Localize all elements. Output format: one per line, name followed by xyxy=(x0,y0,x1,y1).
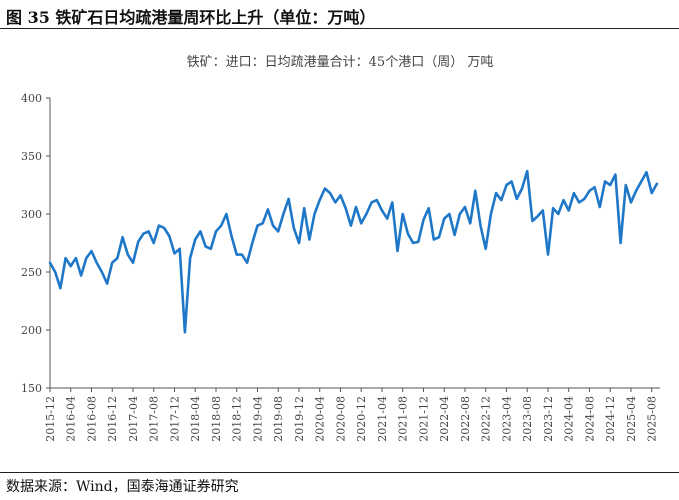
axes xyxy=(49,98,660,389)
x-tick-label: 2017-04 xyxy=(127,396,140,442)
x-tick-label: 2023-08 xyxy=(521,396,534,442)
x-tick-label: 2018-04 xyxy=(189,396,202,442)
y-tick-label: 400 xyxy=(21,92,42,105)
x-tick-label: 2016-04 xyxy=(65,396,78,442)
x-tick-label: 2021-08 xyxy=(397,396,410,442)
y-tick-label: 350 xyxy=(21,150,42,163)
x-tick-label: 2020-12 xyxy=(355,396,368,442)
x-tick-label: 2024-08 xyxy=(583,396,596,442)
y-axis-ticks: 150 200 250 300 350 400 xyxy=(21,92,50,395)
x-tick-label: 2016-08 xyxy=(85,396,98,442)
x-tick-label: 2024-04 xyxy=(563,396,576,442)
x-axis-ticks: 2015-12 2016-04 2016-08 2016-12 2017-04 2017-… xyxy=(44,388,659,442)
x-tick-label: 2022-12 xyxy=(480,396,493,442)
x-tick-label: 2020-08 xyxy=(334,396,347,442)
top-divider xyxy=(0,28,679,29)
y-tick-label: 300 xyxy=(21,208,42,221)
x-tick-label: 2021-04 xyxy=(376,396,389,442)
x-tick-label: 2019-04 xyxy=(251,396,264,442)
bottom-divider xyxy=(0,472,679,473)
y-tick-label: 150 xyxy=(21,382,42,395)
x-tick-label: 2018-08 xyxy=(210,396,223,442)
x-tick-label: 2023-04 xyxy=(500,396,513,442)
x-tick-label: 2023-12 xyxy=(542,396,555,442)
source-note: 数据来源：Wind，国泰海通证券研究 xyxy=(6,479,239,495)
x-tick-label: 2021-12 xyxy=(417,396,430,442)
y-tick-label: 200 xyxy=(21,324,42,337)
x-tick-label: 2017-08 xyxy=(148,396,161,442)
x-tick-label: 2017-12 xyxy=(168,396,181,442)
x-tick-label: 2019-12 xyxy=(293,396,306,442)
x-tick-label: 2019-08 xyxy=(272,396,285,442)
x-tick-label: 2025-08 xyxy=(646,396,659,442)
x-tick-label: 2016-12 xyxy=(106,396,119,442)
chart-title: 铁矿：进口：日均疏港量合计：45个港口（周） 万吨 xyxy=(187,55,494,70)
x-tick-label: 2025-04 xyxy=(625,396,638,442)
x-tick-label: 2024-12 xyxy=(604,396,617,442)
x-tick-label: 2022-04 xyxy=(438,396,451,442)
series-line xyxy=(48,169,659,334)
x-tick-label: 2020-04 xyxy=(314,396,327,442)
figure-title: 图 35 铁矿石日均疏港量周环比上升（单位：万吨） xyxy=(6,8,376,27)
y-tick-label: 250 xyxy=(21,266,42,279)
x-tick-label: 2018-12 xyxy=(231,396,244,442)
x-tick-label: 2015-12 xyxy=(44,396,57,442)
line-chart: 铁矿：进口：日均疏港量合计：45个港口（周） 万吨 150 200 250 300 35… xyxy=(21,55,660,442)
x-tick-label: 2022-08 xyxy=(459,396,472,442)
